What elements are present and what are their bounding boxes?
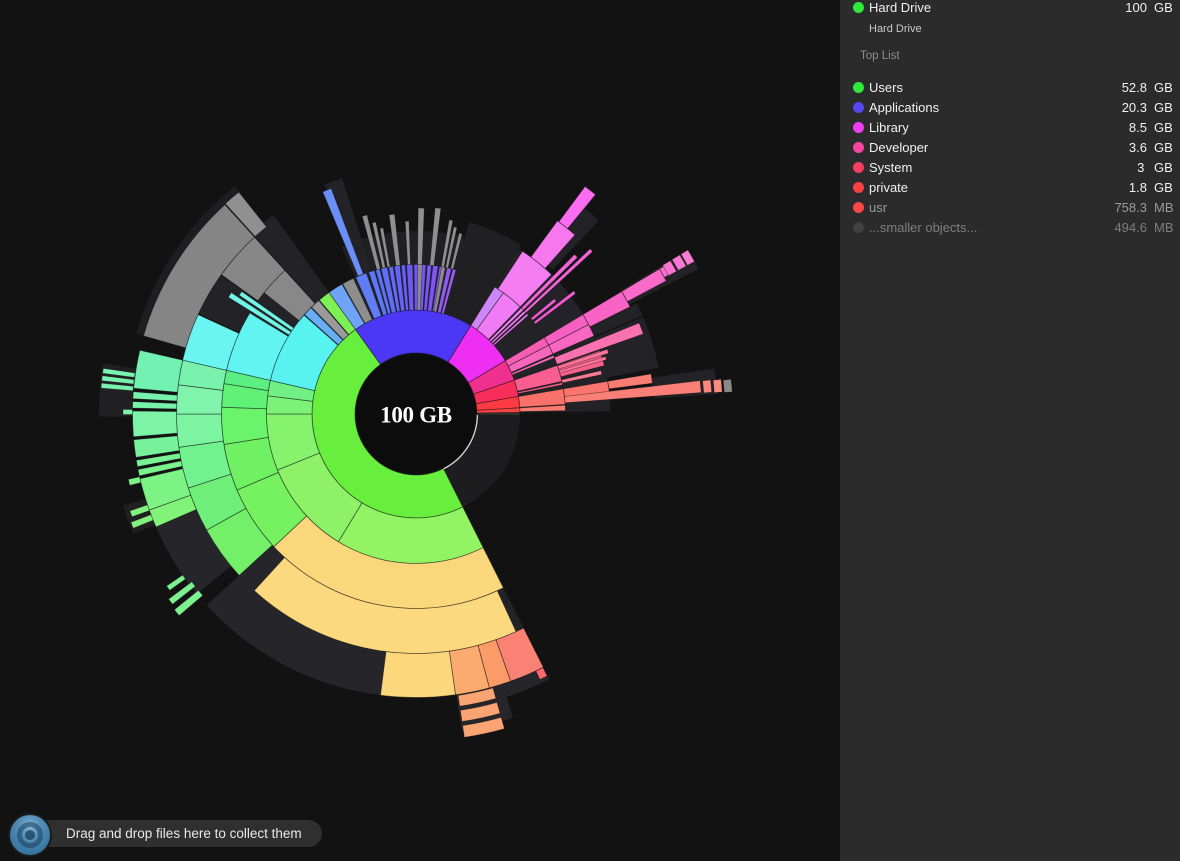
svg-text:100 GB: 100 GB [380,403,452,428]
